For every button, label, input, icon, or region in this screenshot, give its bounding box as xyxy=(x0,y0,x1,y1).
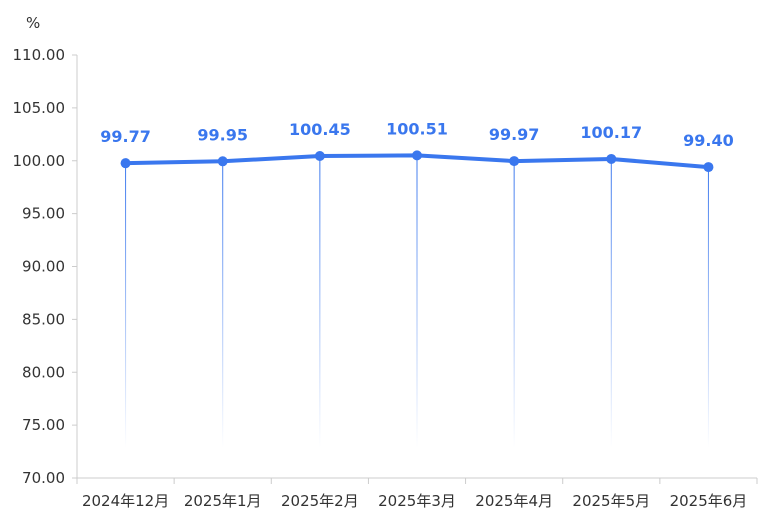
drop-line xyxy=(610,158,612,448)
data-label: 99.95 xyxy=(197,125,248,144)
data-point[interactable] xyxy=(509,156,520,167)
data-label: 100.51 xyxy=(386,119,448,138)
data-labels: 99.77 99.95 100.45 100.51 99.97 100.17 99.40 xyxy=(100,119,733,150)
x-tick-label: 2025年6月 xyxy=(670,492,748,510)
data-label: 100.17 xyxy=(580,123,642,142)
y-tick-label: 75.00 xyxy=(22,416,65,434)
y-tick-label: 80.00 xyxy=(22,363,65,381)
data-point[interactable] xyxy=(217,156,228,167)
series-layer xyxy=(120,150,714,173)
x-tick-label: 2025年3月 xyxy=(378,492,456,510)
y-tick-label: 110.00 xyxy=(13,46,66,64)
data-label: 100.45 xyxy=(289,120,351,139)
data-label: 99.40 xyxy=(683,131,734,150)
drop-line xyxy=(125,163,127,448)
drop-line xyxy=(222,161,224,448)
data-point[interactable] xyxy=(120,158,131,169)
y-axis: 70.00 75.00 80.00 85.00 90.00 95.00 100.00 105.… xyxy=(13,46,78,487)
drop-line xyxy=(707,167,709,448)
y-tick-label: 70.00 xyxy=(22,469,65,487)
y-tick-label: 95.00 xyxy=(22,205,65,223)
y-tick-label: 105.00 xyxy=(13,99,66,117)
y-tick-label: 90.00 xyxy=(22,258,65,276)
data-point[interactable] xyxy=(606,153,617,164)
y-tick-label: 100.00 xyxy=(13,152,66,170)
x-tick-label: 2025年2月 xyxy=(281,492,359,510)
y-axis-unit-label: % xyxy=(26,14,40,32)
x-tick-label: 2025年1月 xyxy=(184,492,262,510)
data-point[interactable] xyxy=(314,150,325,161)
data-label: 99.77 xyxy=(100,127,151,146)
data-label: 99.97 xyxy=(489,125,540,144)
data-point[interactable] xyxy=(703,162,714,173)
drop-lines xyxy=(125,155,709,448)
drop-line xyxy=(513,161,515,448)
drop-line xyxy=(416,155,418,448)
x-axis: 2024年12月 2025年1月 2025年2月 2025年3月 2025年4月 2025… xyxy=(76,477,758,510)
data-point[interactable] xyxy=(412,150,422,161)
y-tick-label: 85.00 xyxy=(22,310,65,328)
drop-line xyxy=(319,155,321,448)
x-tick-label: 2025年5月 xyxy=(572,492,650,510)
x-tick-label: 2024年12月 xyxy=(82,492,169,510)
x-tick-label: 2025年4月 xyxy=(475,492,553,510)
